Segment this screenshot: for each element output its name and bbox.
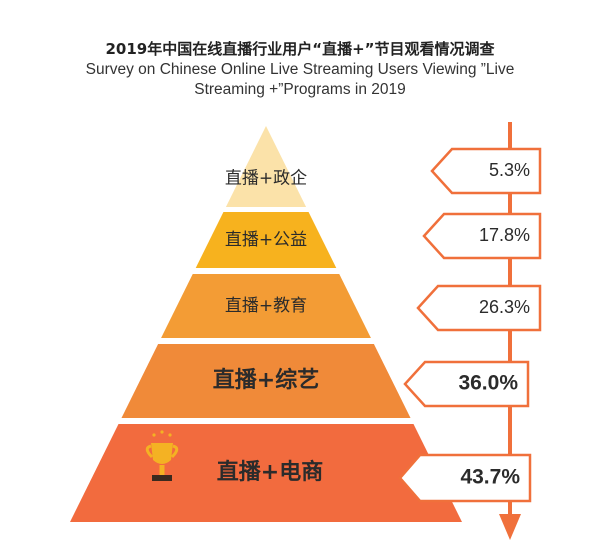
trophy-cup <box>151 443 173 464</box>
value-callout <box>403 360 530 408</box>
trophy-sparkle <box>152 433 156 437</box>
value-label: 5.3% <box>489 160 530 180</box>
pyramid-tier <box>121 344 411 418</box>
value-callout <box>416 284 542 332</box>
chart-subtitle-line-1: Survey on Chinese Online Live Streaming … <box>85 61 515 78</box>
trend-arrow-head <box>499 514 521 540</box>
value-label: 26.3% <box>479 297 530 317</box>
chart-subtitle-line-2: Streaming +”Programs in 2019 <box>194 81 406 98</box>
pyramid-tier <box>195 212 337 268</box>
chart-subtitle: Survey on Chinese Online Live Streaming … <box>0 60 600 100</box>
chart-title: 2019年中国在线直播行业用户“直播+”节目观看情况调查 <box>105 40 495 58</box>
value-callout <box>398 453 532 503</box>
trophy-handle-right <box>170 444 179 459</box>
tier-label: 直播+综艺 <box>213 367 319 393</box>
value-callout <box>430 147 542 195</box>
tier-label: 直播+教育 <box>225 296 307 316</box>
value-label: 36.0% <box>458 372 518 395</box>
value-callout <box>422 212 542 260</box>
value-label: 43.7% <box>460 466 520 489</box>
trophy-base <box>152 475 172 481</box>
trophy-sparkle <box>168 433 172 437</box>
trophy-stem <box>159 465 165 475</box>
tier-label: 直播+政企 <box>225 169 307 189</box>
tier-label: 直播+电商 <box>217 459 323 485</box>
pyramid-tier <box>225 126 307 207</box>
trophy-sparkle <box>160 430 164 434</box>
value-label: 17.8% <box>479 225 530 245</box>
trophy-handle-left <box>145 444 154 459</box>
trophy-icon <box>145 430 179 481</box>
tier-label: 直播+公益 <box>225 230 307 250</box>
pyramid-tier <box>161 274 371 338</box>
